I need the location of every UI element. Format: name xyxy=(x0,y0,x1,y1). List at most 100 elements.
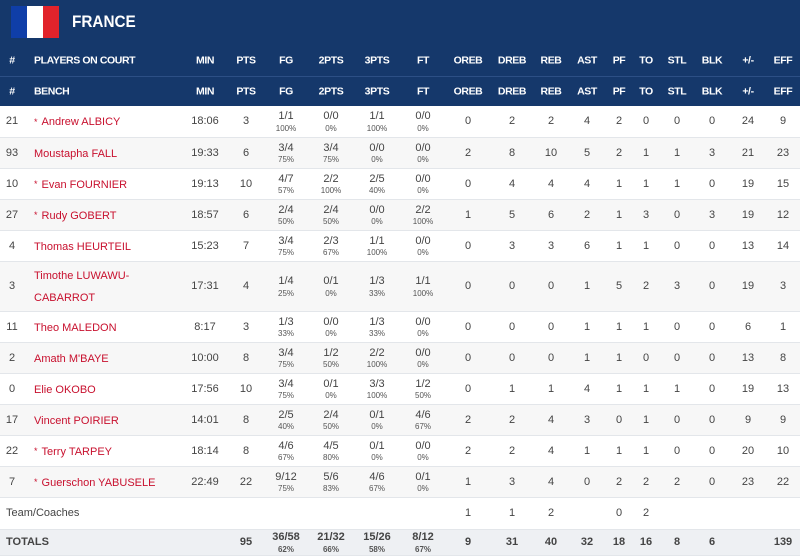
stat-cell: 2 xyxy=(615,475,623,488)
percentage: 67% xyxy=(414,422,432,432)
column-header: +/- xyxy=(742,54,754,67)
player-name-cell: * Andrew ALBICY xyxy=(34,111,120,133)
stat-cell: 1 xyxy=(615,177,623,190)
made-attempted: 4/7 xyxy=(278,172,294,185)
stat-cell: 0 xyxy=(708,280,716,293)
stat-cell: 0 xyxy=(708,475,716,488)
stat-cell: 3 xyxy=(642,208,650,221)
column-header: PTS xyxy=(236,85,256,98)
shooting-cell: 1/2 50% xyxy=(323,347,339,371)
column-header: DREB xyxy=(497,85,527,98)
percentage: 0% xyxy=(325,288,337,298)
shooting-cell: 4/6 67% xyxy=(278,440,294,464)
player-name[interactable]: Elie OKOBO xyxy=(34,383,96,396)
shooting-cell: 0/0 0% xyxy=(415,173,430,197)
made-attempted: 3/3 xyxy=(369,377,385,390)
stat-cell: 4 xyxy=(583,115,591,128)
stat-cell: 4 xyxy=(547,444,555,457)
stat-cell: 19:33 xyxy=(191,146,219,159)
column-header: # xyxy=(9,85,15,98)
made-attempted: 0/0 xyxy=(369,141,385,154)
made-attempted: 0/0 xyxy=(415,439,431,452)
player-name-cell: * Rudy GOBERT xyxy=(34,205,117,227)
stat-cell: 19 xyxy=(741,208,755,221)
stat-cell: 40 xyxy=(544,536,558,549)
player-name[interactable]: Vincent POIRIER xyxy=(34,414,119,427)
player-name[interactable]: Thomas HEURTEIL xyxy=(34,240,131,253)
player-name[interactable]: Guerschon YABUSELE xyxy=(41,476,156,489)
shooting-cell: 4/7 57% xyxy=(278,173,294,197)
stat-cell: 0 xyxy=(708,351,716,364)
column-header: 3PTS xyxy=(364,85,390,98)
player-name[interactable]: Andrew ALBICY xyxy=(41,116,121,128)
totals-row: TOTALS 95 36/58 62% 21/32 66% 15/26 58% 8/12 67% 9… xyxy=(0,530,800,556)
jersey-number: 93 xyxy=(5,146,19,159)
stat-cell: 0 xyxy=(708,115,716,128)
percentage: 50% xyxy=(277,217,295,227)
shooting-cell: 0/0 0% xyxy=(323,316,338,340)
shooting-cell: 0/1 0% xyxy=(369,409,384,433)
stat-cell: 13 xyxy=(741,239,755,252)
made-attempted: 1/1 xyxy=(415,275,431,288)
player-name-cell: * Evan FOURNIER xyxy=(34,174,127,196)
stat-cell: 23 xyxy=(776,146,790,159)
player-name[interactable]: Rudy GOBERT xyxy=(41,209,117,222)
shooting-cell: 0/0 0% xyxy=(415,347,430,371)
stat-cell: 6 xyxy=(547,208,555,221)
stat-cell: 0 xyxy=(708,177,716,190)
percentage: 0% xyxy=(371,422,383,432)
shooting-cell: 0/0 0% xyxy=(415,440,430,464)
shooting-cell: 21/32 66% xyxy=(317,531,345,555)
shooting-cell: 1/1 100% xyxy=(367,235,387,259)
stat-cell: 32 xyxy=(580,536,594,549)
team-header: FRANCE xyxy=(0,0,800,46)
made-attempted: 2/5 xyxy=(278,408,294,421)
shooting-cell: 3/3 100% xyxy=(367,378,387,402)
column-header: AST xyxy=(577,54,597,67)
column-header: PLAYERS ON COURT xyxy=(34,54,136,67)
made-attempted: 2/2 xyxy=(323,172,339,185)
player-name[interactable]: Evan FOURNIER xyxy=(41,178,128,191)
shooting-cell: 0/1 0% xyxy=(323,275,338,299)
player-name[interactable]: Terry TARPEY xyxy=(41,445,113,458)
stat-cell: 13 xyxy=(776,382,790,395)
shooting-cell: 2/4 50% xyxy=(278,204,294,228)
shooting-cell: 4/5 80% xyxy=(323,440,339,464)
made-attempted: 2/4 xyxy=(278,203,294,216)
column-header: 2PTS xyxy=(318,54,344,67)
player-name-cell: * Guerschon YABUSELE xyxy=(34,472,155,494)
percentage: 67% xyxy=(277,453,295,463)
player-name[interactable]: Moustapha FALL xyxy=(34,147,118,160)
stat-cell: 0 xyxy=(673,444,681,457)
player-name[interactable]: Timothe LUWAWU-CABARROT xyxy=(34,270,130,304)
starter-mark: * xyxy=(34,210,38,221)
stat-cell: 0 xyxy=(547,351,555,364)
stat-cell: 4 xyxy=(508,177,516,190)
shooting-cell: 1/1 100% xyxy=(413,275,433,299)
column-header: STL xyxy=(667,54,687,67)
made-attempted: 36/58 xyxy=(272,531,300,544)
jersey-number: 4 xyxy=(8,239,16,252)
player-name[interactable]: Theo MALEDON xyxy=(34,321,117,334)
player-name[interactable]: Amath M'BAYE xyxy=(34,352,109,365)
stat-cell: 8 xyxy=(779,351,787,364)
stat-cell: 1 xyxy=(583,280,591,293)
made-attempted: 0/0 xyxy=(415,234,431,247)
shooting-cell: 0/0 0% xyxy=(415,142,430,166)
column-header: OREB xyxy=(453,54,483,67)
percentage: 67% xyxy=(414,544,432,554)
made-attempted: 2/3 xyxy=(323,234,339,247)
percentage: 40% xyxy=(277,422,295,432)
stat-cell: 1 xyxy=(615,208,623,221)
column-header: 2PTS xyxy=(318,85,344,98)
made-attempted: 3/4 xyxy=(278,141,294,154)
jersey-number: 7 xyxy=(8,475,16,488)
player-name-cell: Elie OKOBO xyxy=(34,379,96,401)
shooting-cell: 2/2 100% xyxy=(367,347,387,371)
made-attempted: 0/1 xyxy=(369,408,385,421)
stat-cell: 0 xyxy=(708,239,716,252)
stat-cell: 8 xyxy=(673,536,681,549)
stat-cell: 0 xyxy=(464,351,472,364)
made-attempted: 1/1 xyxy=(278,110,294,123)
